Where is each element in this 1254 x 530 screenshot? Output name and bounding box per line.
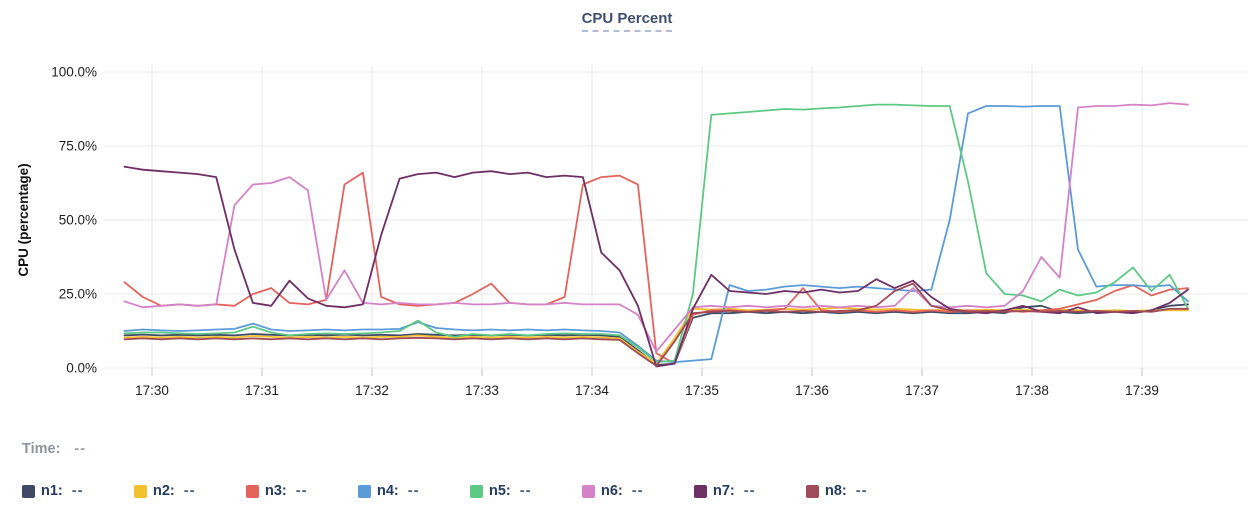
legend-label: n8:: [825, 483, 847, 499]
series-line-n6[interactable]: [123, 102, 1189, 353]
series-lines: [123, 102, 1189, 368]
grid-lines: [104, 66, 1248, 376]
legend-swatch-n7: [694, 484, 707, 498]
x-tick-label: 17:39: [1125, 383, 1159, 398]
x-tick-label: 17:35: [685, 383, 719, 398]
legend-swatch-n8: [806, 484, 819, 498]
legend-value: --: [743, 483, 756, 499]
x-tick-label: 17:33: [465, 383, 499, 398]
legend-item-n6[interactable]: n6: --: [582, 483, 694, 499]
time-readout-label: Time:: [22, 441, 61, 457]
legend-swatch-n3: [246, 484, 259, 498]
legend-label: n7:: [713, 483, 735, 499]
y-tick-label: 25.0%: [59, 287, 97, 302]
series-line-n8[interactable]: [123, 282, 1189, 367]
legend-item-n8[interactable]: n8: --: [806, 483, 918, 499]
legend-value: --: [295, 483, 308, 499]
y-tick-label: 75.0%: [59, 139, 97, 154]
legend-label: n4:: [377, 483, 399, 499]
legend-value: --: [71, 483, 84, 499]
legend-swatch-n5: [470, 484, 483, 498]
legend-item-n7[interactable]: n7: --: [694, 483, 806, 499]
x-tick-label: 17:36: [795, 383, 829, 398]
y-tick-label: 100.0%: [51, 65, 97, 80]
y-tick-label: 50.0%: [59, 213, 97, 228]
x-tick-label: 17:32: [355, 383, 389, 398]
legend-swatch-n2: [134, 484, 147, 498]
legend-swatch-n6: [582, 484, 595, 498]
legend-value: --: [183, 483, 196, 499]
legend-swatch-n1: [22, 484, 35, 498]
legend-label: n1:: [41, 483, 63, 499]
cpu-percent-chart[interactable]: 17:30 17:31 17:32 17:33 17:34 17:35 17:36 17:37…: [0, 0, 1254, 420]
y-axis-title: CPU (percentage): [16, 163, 31, 276]
series-line-n4[interactable]: [123, 105, 1189, 364]
legend-item-n2[interactable]: n2: --: [134, 483, 246, 499]
time-readout-value: --: [74, 441, 87, 457]
legend-label: n6:: [601, 483, 623, 499]
x-tick-label: 17:30: [135, 383, 169, 398]
series-line-n5[interactable]: [123, 103, 1189, 364]
chart-header: CPU Percent: [0, 10, 1254, 32]
axis-labels: 17:30 17:31 17:32 17:33 17:34 17:35 17:36 17:37…: [51, 65, 1159, 399]
legend-item-n5[interactable]: n5: --: [470, 483, 582, 499]
legend-label: n2:: [153, 483, 175, 499]
legend-label: n3:: [265, 483, 287, 499]
time-readout: Time: --: [22, 441, 86, 457]
x-tick-label: 17:34: [575, 383, 609, 398]
legend-item-n1[interactable]: n1: --: [22, 483, 134, 499]
legend-value: --: [519, 483, 532, 499]
y-tick-label: 0.0%: [66, 361, 97, 376]
legend-value: --: [855, 483, 868, 499]
legend-value: --: [631, 483, 644, 499]
legend-label: n5:: [489, 483, 511, 499]
legend-item-n4[interactable]: n4: --: [358, 483, 470, 499]
chart-title[interactable]: CPU Percent: [581, 10, 673, 32]
legend-item-n3[interactable]: n3: --: [246, 483, 358, 499]
chart-legend: n1: -- n2: -- n3: -- n4: -- n5: -- n6: -- n7: -- n8: --: [22, 483, 918, 499]
x-tick-label: 17:37: [905, 383, 939, 398]
x-tick-label: 17:38: [1015, 383, 1049, 398]
legend-swatch-n4: [358, 484, 371, 498]
x-tick-label: 17:31: [245, 383, 279, 398]
legend-value: --: [407, 483, 420, 499]
